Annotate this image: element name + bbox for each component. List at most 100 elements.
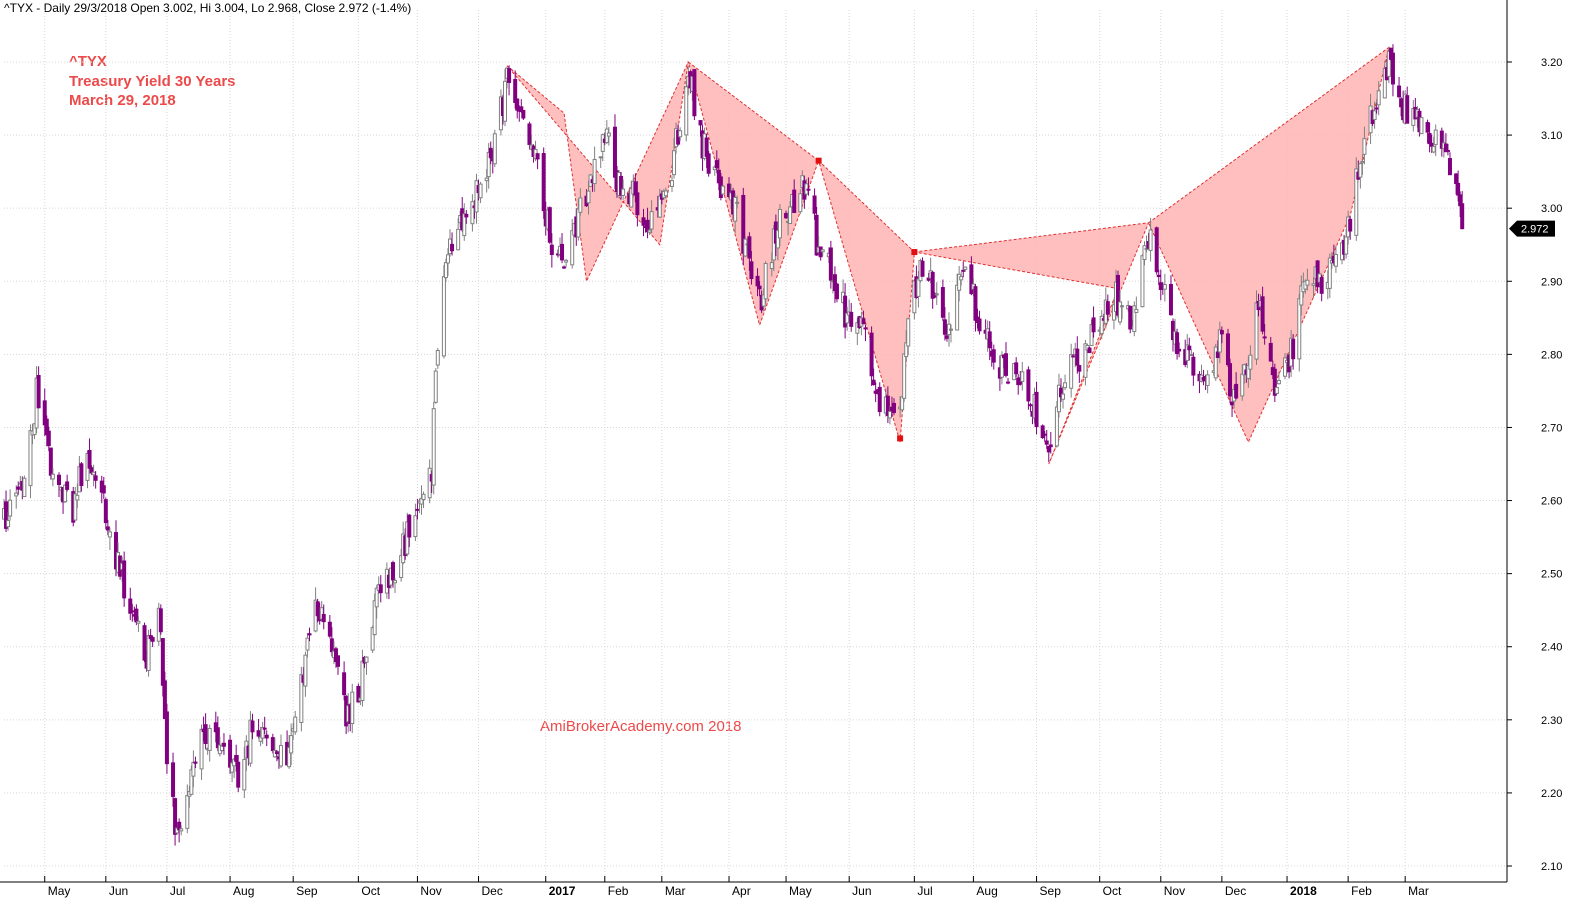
candle-body (619, 175, 624, 196)
candle-body (89, 467, 94, 474)
candle-body (1118, 301, 1123, 323)
candle-body (1240, 373, 1245, 397)
candle-body (374, 587, 379, 608)
candle-body (44, 418, 49, 436)
candle-body (519, 106, 524, 112)
candle-body (1439, 130, 1444, 149)
candle-body (942, 319, 947, 335)
candle-body (101, 485, 106, 494)
candle-body (1397, 85, 1402, 98)
candle-body (236, 761, 241, 788)
candle-body (598, 156, 603, 159)
candle-body (987, 331, 992, 349)
candle-body (56, 474, 61, 485)
y-tick-label: 2.40 (1541, 642, 1562, 654)
candle-body (364, 656, 369, 663)
candle-body (421, 493, 426, 501)
candle-body (28, 430, 33, 487)
candle-body (1274, 386, 1279, 394)
candle-body (258, 736, 263, 742)
candle-body (961, 269, 966, 272)
candle-body (1140, 255, 1145, 308)
candle-body (600, 134, 605, 152)
candle-body (79, 463, 84, 487)
candle-body (834, 283, 839, 300)
candle-body (1262, 336, 1267, 339)
candle-body (663, 190, 668, 197)
candle-body (1004, 353, 1008, 376)
x-tick-label: May (789, 884, 812, 898)
y-tick-label: 2.30 (1541, 715, 1562, 727)
harmonic-pattern (914, 222, 1150, 465)
candle-body (193, 761, 198, 764)
candle-body (1268, 342, 1273, 362)
candle-body (1445, 149, 1450, 152)
candle-body (307, 633, 312, 636)
candle-body (342, 672, 347, 696)
candle-body (949, 328, 954, 331)
candle-body (957, 273, 962, 291)
candle-body (720, 185, 725, 195)
candle-body (1044, 440, 1049, 445)
y-tick-label: 3.10 (1541, 130, 1562, 142)
candle-body (820, 249, 825, 253)
candle-body (413, 515, 418, 538)
candle-body (521, 109, 526, 119)
harmonic-pattern (506, 61, 689, 284)
candle-body (535, 153, 540, 160)
candle-body (1390, 52, 1395, 85)
candle-body (177, 821, 182, 831)
harmonic-patterns (506, 46, 1390, 465)
candle-body (150, 637, 155, 642)
candle-body (221, 742, 226, 747)
candle-body (464, 213, 469, 218)
candle-body (215, 727, 220, 749)
candle-body (393, 580, 398, 584)
candle-body (1458, 194, 1463, 207)
candle-body (959, 276, 964, 281)
candle-body (570, 230, 575, 266)
candle-body (1246, 364, 1251, 379)
candle-body (704, 137, 709, 157)
candle-body (1034, 391, 1039, 428)
candle-body (14, 492, 19, 497)
candle-body (146, 635, 151, 671)
candle-body (160, 638, 165, 686)
candle-body (134, 608, 139, 623)
candle-body (488, 147, 493, 159)
candle-body (999, 355, 1004, 378)
candle-body (784, 212, 789, 219)
candle-body (1168, 283, 1173, 316)
y-tick-label: 2.90 (1541, 276, 1562, 288)
candle-body (73, 493, 78, 521)
candle-body (207, 728, 212, 751)
candle-body (887, 410, 892, 419)
candle-body (885, 395, 890, 416)
candle-body (407, 514, 412, 538)
candle-body (232, 758, 237, 767)
x-tick-label: Nov (1164, 884, 1185, 898)
candle-body (1305, 279, 1310, 286)
candle-body (955, 284, 960, 331)
y-tick-label: 3.00 (1541, 203, 1562, 215)
candle-body (462, 213, 467, 237)
x-tick-label: Mar (1408, 884, 1429, 898)
candle-body (185, 795, 190, 829)
y-tick-label: 2.80 (1541, 349, 1562, 361)
candle-body (1333, 254, 1338, 267)
candle-body (1089, 324, 1094, 346)
candle-body (1248, 354, 1253, 370)
candle-body (1431, 146, 1436, 153)
candle-body (1020, 371, 1025, 382)
candle-body (763, 263, 768, 300)
candle-body (621, 188, 626, 196)
candle-body (1058, 387, 1063, 398)
candle-body (1048, 444, 1053, 448)
candle-body (633, 181, 638, 196)
candle-body (1158, 282, 1163, 290)
candle-body (299, 674, 304, 723)
candle-body (16, 486, 21, 490)
candle-body (350, 691, 355, 725)
candle-body (832, 274, 837, 292)
